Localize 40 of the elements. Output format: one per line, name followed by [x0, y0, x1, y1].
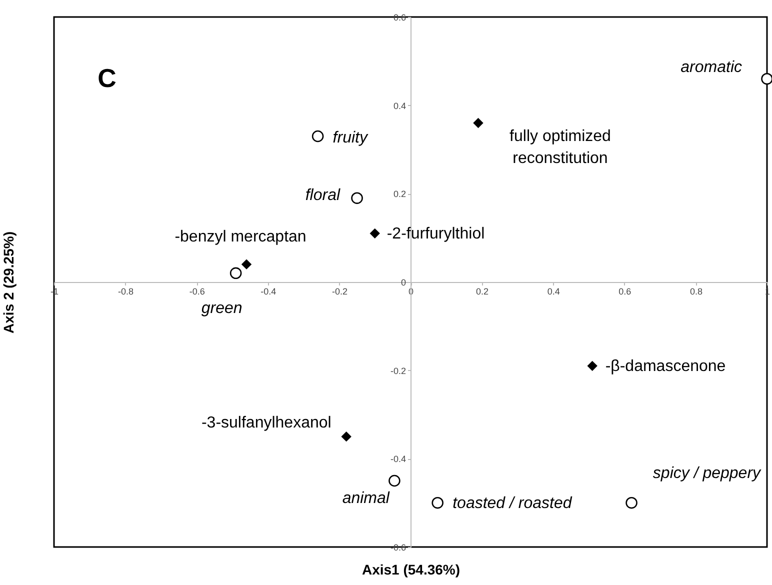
y-tick-label: 0.4: [393, 100, 406, 111]
point: [242, 260, 252, 270]
point: [370, 228, 380, 238]
annotation: green: [201, 300, 242, 318]
annotation: -3-sulfanylhexanol: [201, 414, 332, 432]
x-tick-label: -0.4: [260, 286, 276, 296]
x-tick-label: 0.8: [690, 286, 702, 296]
annotation: toasted / roasted: [452, 494, 573, 512]
annotation: animal: [342, 490, 390, 507]
y-tick-label: -0.4: [390, 454, 406, 464]
x-axis-title: Axis1 (54.36%): [362, 562, 460, 578]
x-tick-label: 0.4: [547, 286, 560, 296]
y-tick-label: -0.2: [390, 366, 406, 376]
annotation: aromatic: [680, 58, 742, 76]
annotation: -β-damascenone: [605, 358, 726, 375]
annotation: fruity: [332, 129, 368, 146]
point: [341, 432, 352, 442]
annotation: spicy / peppery: [652, 464, 762, 482]
y-axis-title: Axis 2 (29.25%): [0, 232, 16, 334]
x-tick-label: 0.2: [476, 286, 489, 296]
annotation: floral: [305, 187, 340, 204]
point: [432, 496, 444, 509]
x-tick-label: -0.8: [118, 286, 134, 296]
annotation: -benzyl mercaptan: [174, 228, 306, 246]
point: [312, 130, 324, 142]
annotation: fully optimized reconstitution: [510, 128, 611, 167]
point: [351, 192, 363, 204]
point: [626, 496, 638, 509]
point: [230, 267, 242, 280]
point: [388, 474, 400, 487]
annotation: -2-furfurylthiol: [386, 225, 485, 242]
point: [473, 118, 484, 128]
point: [761, 72, 772, 85]
x-tick-label: 0.6: [618, 286, 632, 296]
y-tick-label: 0: [400, 278, 406, 288]
point: [587, 361, 598, 371]
y-tick-label: 0.2: [393, 189, 406, 200]
x-tick-label: -0.6: [189, 286, 205, 296]
x-tick-label: -0.2: [332, 286, 348, 296]
annotation: C: [98, 63, 117, 93]
